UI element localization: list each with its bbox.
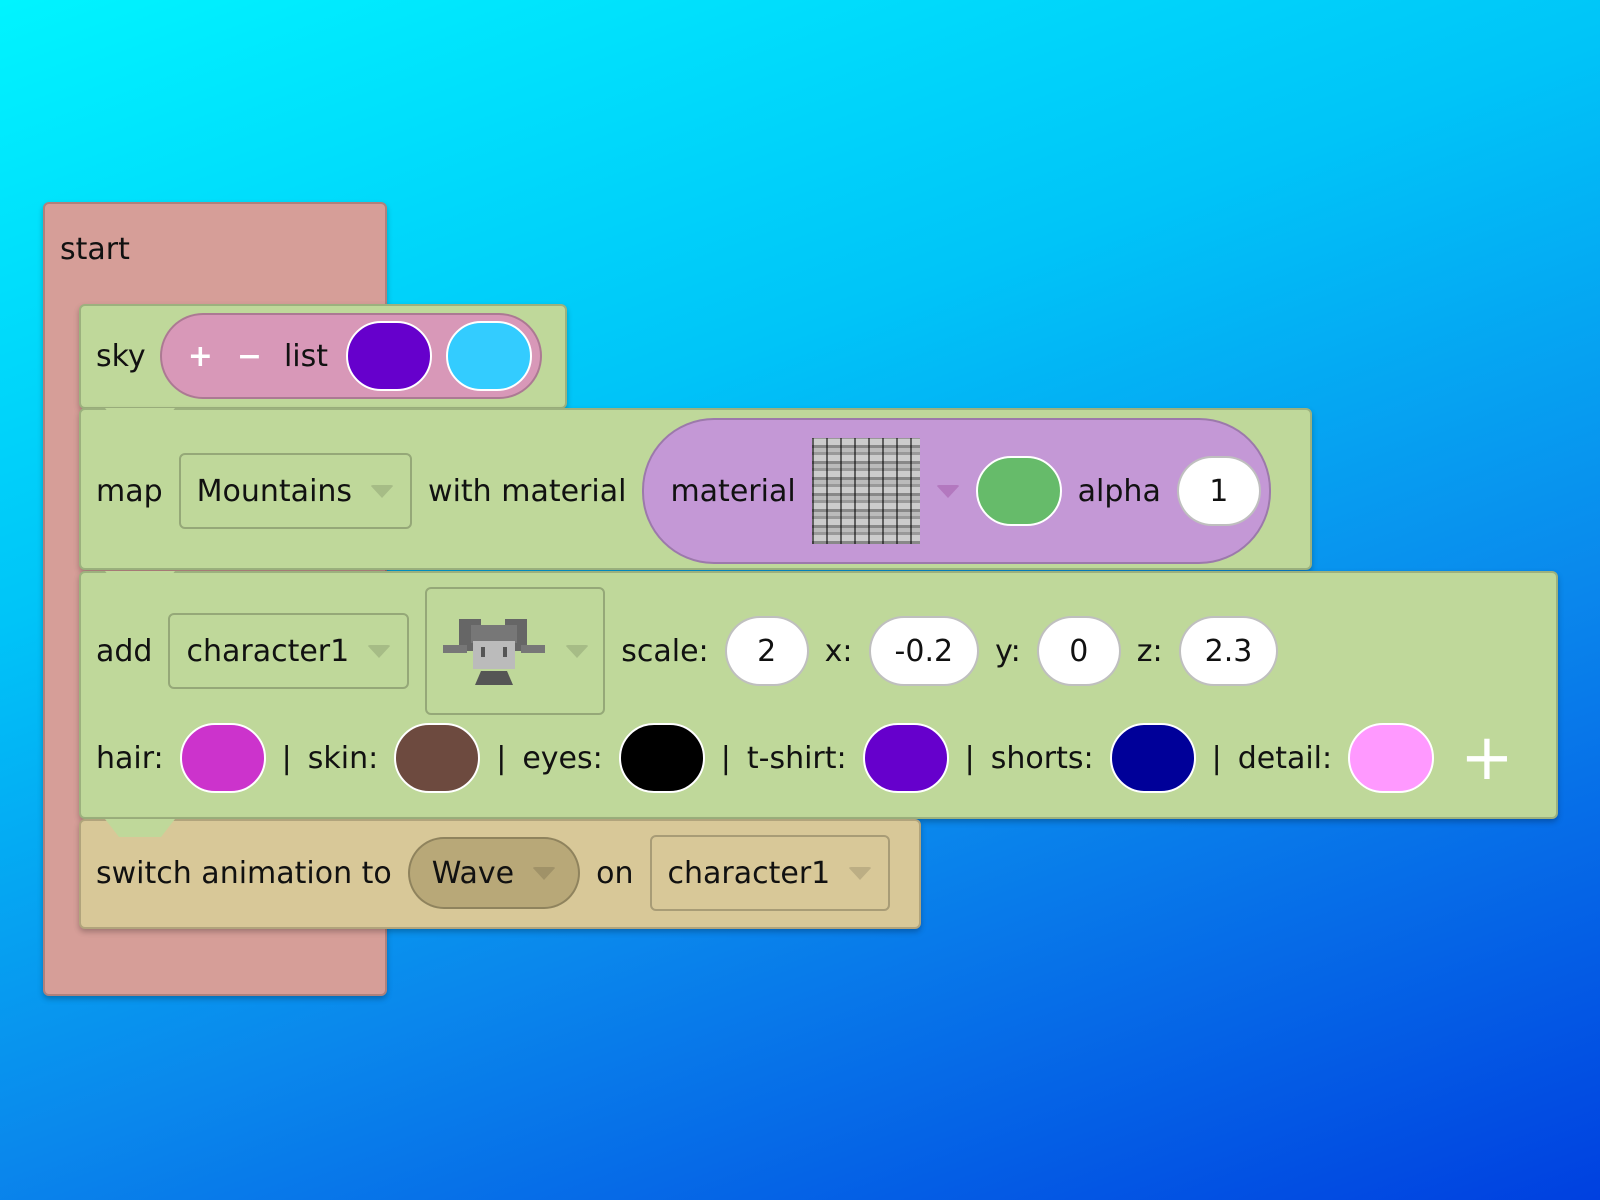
shorts-color[interactable] xyxy=(1109,723,1196,793)
separator: | xyxy=(964,740,975,776)
chevron-down-icon xyxy=(367,644,392,658)
eyes-label: eyes: xyxy=(522,740,603,776)
target-value: character1 xyxy=(667,855,831,891)
scale-input[interactable]: 2 xyxy=(724,616,809,686)
material-label: material xyxy=(670,473,796,509)
plus-button[interactable]: + xyxy=(187,338,213,374)
tshirt-color[interactable] xyxy=(862,723,949,793)
separator: | xyxy=(496,740,507,776)
with-material-label: with material xyxy=(428,473,627,509)
sky-color-2[interactable] xyxy=(446,321,533,391)
chevron-down-icon xyxy=(532,866,557,880)
chevron-down-icon xyxy=(848,866,873,880)
skin-color[interactable] xyxy=(394,723,481,793)
y-label: y: xyxy=(995,633,1021,669)
y-input[interactable]: 0 xyxy=(1036,616,1121,686)
skin-label: skin: xyxy=(307,740,379,776)
add-label: add xyxy=(96,633,153,669)
map-block[interactable]: map Mountains with material material alp… xyxy=(79,408,1312,570)
x-value: -0.2 xyxy=(894,633,954,669)
character-value: character1 xyxy=(186,633,350,669)
model-dropdown[interactable] xyxy=(425,587,606,715)
map-label: map xyxy=(96,473,163,509)
separator: | xyxy=(720,740,731,776)
switch-animation-block[interactable]: switch animation to Wave on character1 xyxy=(79,819,921,929)
character-model-icon xyxy=(443,619,546,685)
z-label: z: xyxy=(1136,633,1163,669)
tshirt-label: t-shirt: xyxy=(746,740,847,776)
detail-color[interactable] xyxy=(1348,723,1435,793)
block-notch xyxy=(105,571,175,589)
chevron-down-icon xyxy=(565,644,590,658)
z-value: 2.3 xyxy=(1204,633,1253,669)
block-notch xyxy=(105,408,175,426)
shorts-label: shorts: xyxy=(990,740,1094,776)
map-value: Mountains xyxy=(196,473,353,509)
z-input[interactable]: 2.3 xyxy=(1178,616,1279,686)
detail-label: detail: xyxy=(1237,740,1333,776)
material-block[interactable]: material alpha 1 xyxy=(642,418,1271,564)
on-label: on xyxy=(596,855,634,891)
eyes-color[interactable] xyxy=(618,723,705,793)
separator: | xyxy=(281,740,292,776)
target-dropdown[interactable]: character1 xyxy=(649,835,891,911)
brick-texture-icon[interactable] xyxy=(811,438,920,544)
sky-label: sky xyxy=(96,338,146,374)
alpha-label: alpha xyxy=(1077,473,1161,509)
hair-label: hair: xyxy=(96,740,164,776)
character-dropdown[interactable]: character1 xyxy=(168,613,410,689)
start-label: start xyxy=(60,232,130,267)
minus-button[interactable]: − xyxy=(236,338,262,374)
separator: | xyxy=(1211,740,1222,776)
hair-color[interactable] xyxy=(179,723,266,793)
chevron-down-icon[interactable] xyxy=(935,484,960,498)
x-input[interactable]: -0.2 xyxy=(868,616,980,686)
chevron-down-icon xyxy=(370,484,395,498)
alpha-value: 1 xyxy=(1209,473,1229,509)
scale-label: scale: xyxy=(621,633,709,669)
block-notch xyxy=(105,819,175,837)
x-label: x: xyxy=(824,633,853,669)
add-character-block[interactable]: add character1 scale: 2 x: -0.2 y: 0 z: … xyxy=(79,571,1558,819)
animation-value: Wave xyxy=(431,855,515,891)
y-value: 0 xyxy=(1069,633,1089,669)
map-dropdown[interactable]: Mountains xyxy=(178,453,413,529)
material-color[interactable] xyxy=(975,456,1062,526)
add-color-plus-icon[interactable]: + xyxy=(1460,721,1514,795)
scale-value: 2 xyxy=(757,633,777,669)
sky-block[interactable]: sky + − list xyxy=(79,304,567,409)
alpha-input[interactable]: 1 xyxy=(1176,456,1261,526)
animation-dropdown[interactable]: Wave xyxy=(407,837,581,909)
sky-color-1[interactable] xyxy=(346,321,433,391)
list-label: list xyxy=(283,338,329,374)
color-list: + − list xyxy=(159,313,543,399)
switch-animation-label: switch animation to xyxy=(96,855,392,891)
